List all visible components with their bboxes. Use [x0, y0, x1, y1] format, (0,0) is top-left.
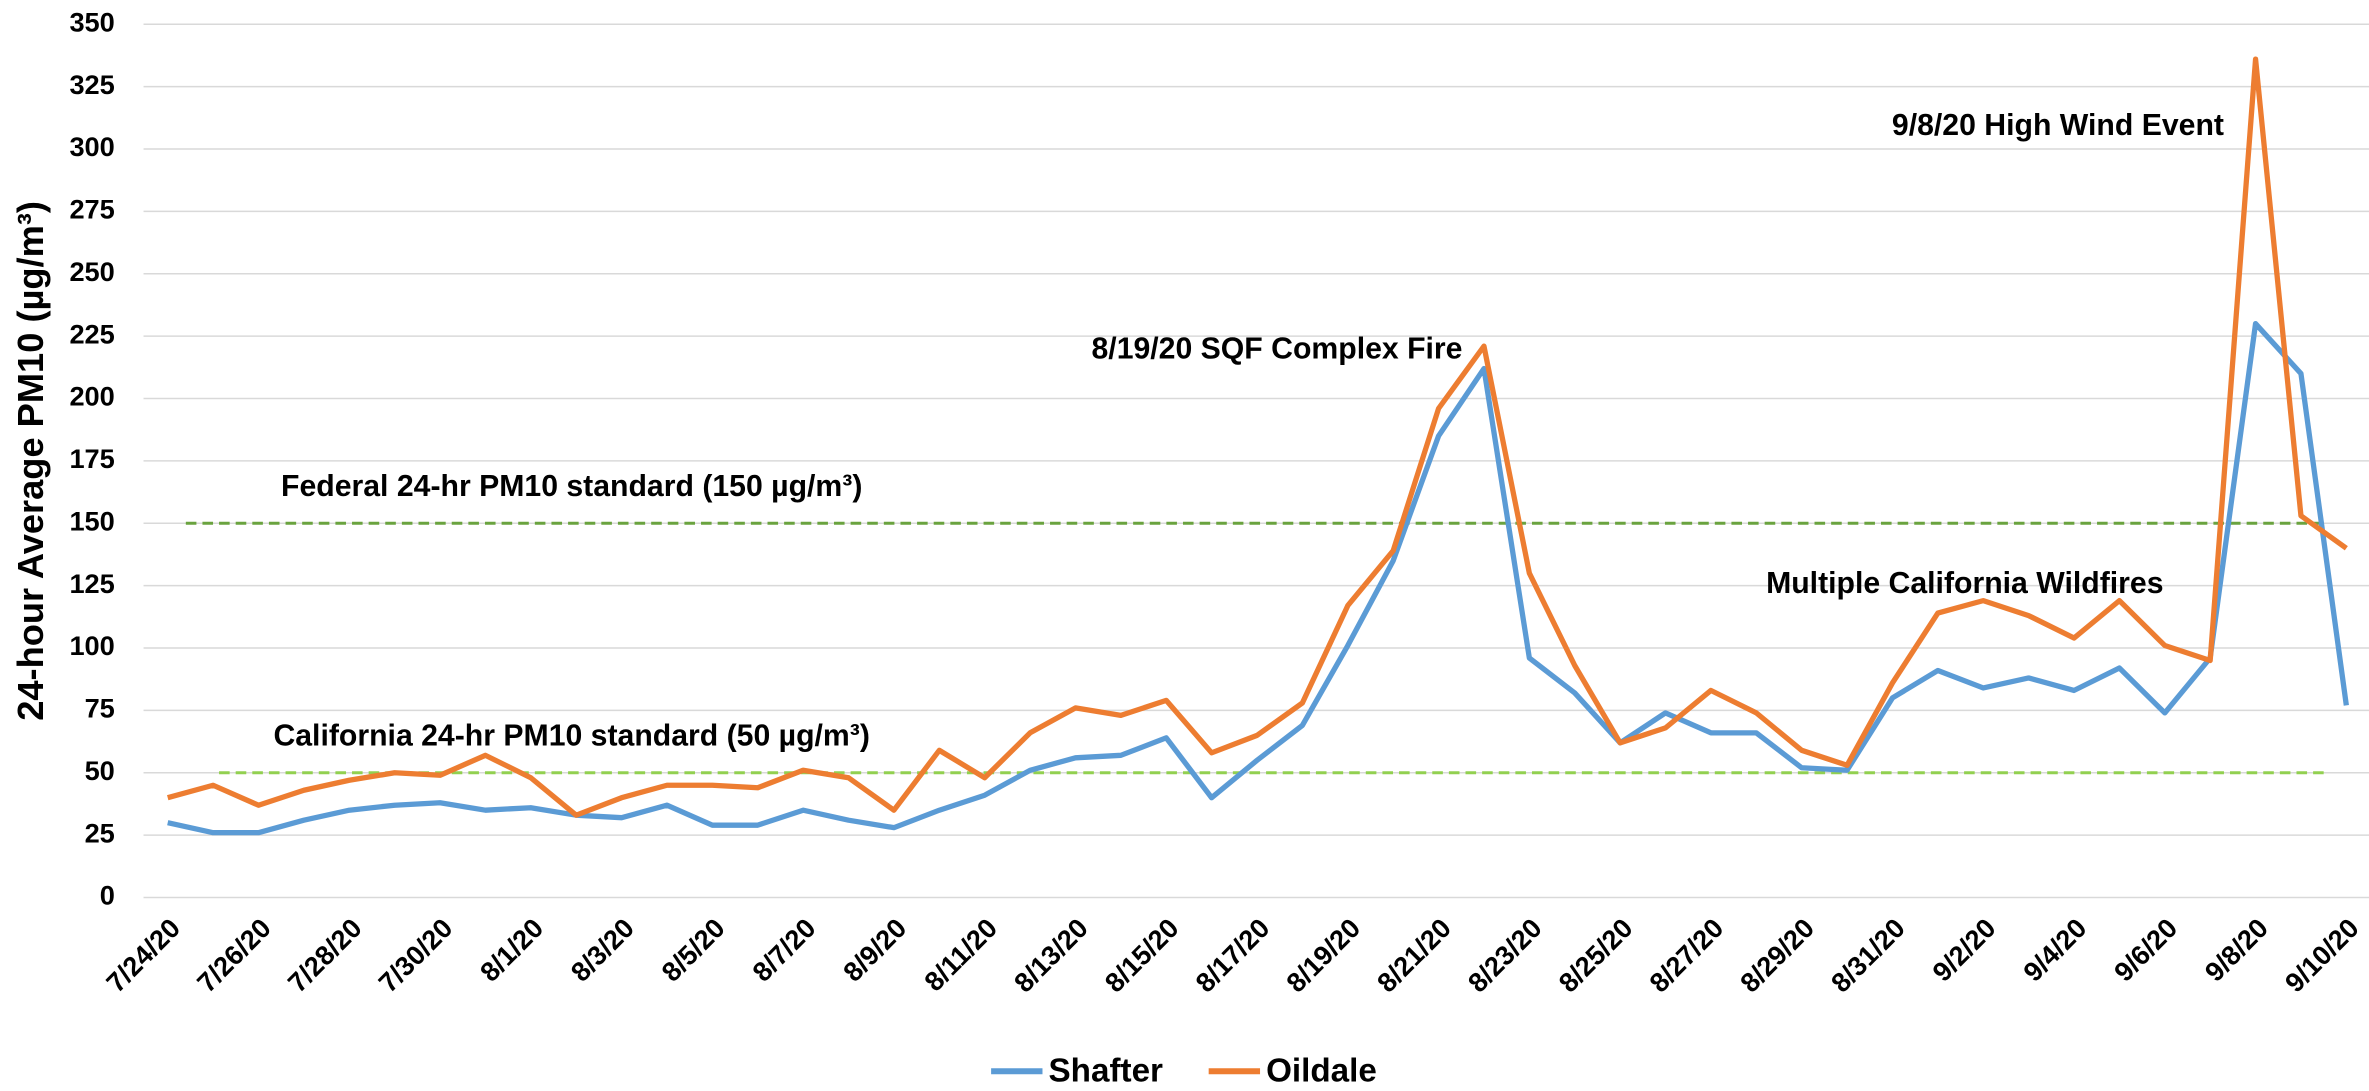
y-tick-label: 250: [69, 256, 114, 287]
x-tick-label: 8/17/20: [1189, 912, 1275, 998]
y-tick-label: 275: [69, 194, 114, 225]
x-tick-label: 8/27/20: [1643, 912, 1729, 998]
y-tick-label: 350: [69, 6, 114, 37]
annotation: 8/19/20 SQF Complex Fire: [1092, 333, 1463, 366]
reference-label: California 24-hr PM10 standard (50 µg/m³…: [273, 719, 869, 752]
y-tick-label: 325: [69, 69, 114, 100]
x-tick-label: 8/11/20: [918, 912, 1003, 997]
y-tick-label: 150: [69, 505, 114, 536]
x-tick-label: 8/5/20: [655, 912, 730, 987]
reference-label: Federal 24-hr PM10 standard (150 µg/m³): [281, 470, 862, 503]
x-tick-label: 8/1/20: [474, 912, 549, 987]
x-tick-label: 8/29/20: [1734, 912, 1820, 998]
x-tick-label: 9/6/20: [2108, 912, 2183, 987]
series-line: [167, 56, 2348, 818]
x-tick-label: 9/10/20: [2279, 912, 2365, 998]
x-tick-label: 8/9/20: [837, 912, 912, 987]
x-tick-label: 8/7/20: [746, 912, 821, 987]
x-tick-label: 8/15/20: [1099, 912, 1185, 998]
y-tick-label: 175: [69, 443, 114, 474]
y-tick-label: 200: [69, 381, 114, 412]
x-tick-label: 8/23/20: [1462, 912, 1548, 998]
x-tick-label: 7/30/20: [372, 912, 458, 998]
legend-label: Oildale: [1266, 1053, 1377, 1090]
x-tick-label: 9/8/20: [2199, 912, 2274, 987]
annotation: 9/8/20 High Wind Event: [1892, 109, 2224, 142]
x-tick-label: 8/19/20: [1280, 912, 1366, 998]
x-tick-label: 8/25/20: [1552, 912, 1638, 998]
y-tick-label: 225: [69, 318, 114, 349]
y-axis-label: 24-hour Average PM10 (µg/m³): [10, 201, 51, 721]
x-tick-label: 8/3/20: [565, 912, 640, 987]
y-tick-label: 25: [85, 817, 115, 848]
x-tick-label: 9/2/20: [1926, 912, 2001, 987]
x-tick-label: 9/4/20: [2017, 912, 2092, 987]
y-tick-label: 125: [69, 568, 114, 599]
x-tick-label: 7/26/20: [191, 912, 277, 998]
y-tick-label: 50: [85, 755, 115, 786]
series-line: [167, 321, 2349, 836]
x-tick-label: 8/31/20: [1825, 912, 1911, 998]
x-tick-label: 7/24/20: [100, 912, 186, 998]
x-tick-label: 7/28/20: [282, 912, 368, 998]
y-tick-label: 100: [69, 630, 114, 661]
y-tick-label: 75: [85, 693, 115, 724]
annotation: Multiple California Wildfires: [1766, 567, 2163, 600]
x-tick-label: 8/21/20: [1371, 912, 1457, 998]
legend-label: Shafter: [1049, 1053, 1164, 1090]
x-tick-label: 8/13/20: [1008, 912, 1094, 998]
y-tick-label: 300: [69, 131, 114, 162]
y-tick-label: 0: [100, 880, 115, 911]
